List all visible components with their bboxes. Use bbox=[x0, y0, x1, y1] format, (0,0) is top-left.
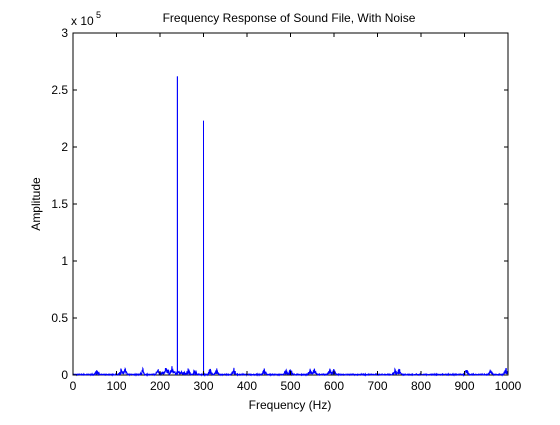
y-tick-label: 2 bbox=[61, 140, 68, 154]
x-tick-label: 900 bbox=[454, 379, 474, 393]
y-tick-label: 3 bbox=[61, 26, 68, 40]
y-tick-label: 2.5 bbox=[51, 83, 68, 97]
x-tick-label: 400 bbox=[237, 379, 257, 393]
chart-title: Frequency Response of Sound File, With N… bbox=[163, 11, 416, 25]
y-tick-label: 0.5 bbox=[51, 311, 68, 325]
x-tick-label: 300 bbox=[193, 379, 213, 393]
y-axis-exponent: x 10 5 bbox=[71, 10, 101, 28]
y-tick-label: 0 bbox=[61, 368, 68, 382]
x-tick-label: 0 bbox=[70, 379, 77, 393]
y-tick-label: 1.5 bbox=[51, 197, 68, 211]
x-tick-label: 100 bbox=[106, 379, 126, 393]
x-tick-label: 200 bbox=[150, 379, 170, 393]
x-tick-label: 600 bbox=[324, 379, 344, 393]
x-tick-label: 700 bbox=[367, 379, 387, 393]
x-tick-label: 800 bbox=[411, 379, 431, 393]
y-exponent-power: 5 bbox=[96, 10, 101, 20]
ticks: 0 100 200 300 400 500 600 700 800 900 1000 0 0.5 1 1.5… bbox=[51, 26, 521, 393]
x-tick-label: 500 bbox=[280, 379, 300, 393]
y-exponent-base: x 10 bbox=[71, 14, 94, 28]
y-tick-label: 1 bbox=[61, 254, 68, 268]
axes-frame bbox=[72, 32, 509, 376]
y-axis-label: Amplitude bbox=[29, 177, 43, 231]
x-axis-label: Frequency (Hz) bbox=[249, 398, 332, 412]
x-tick-label: 1000 bbox=[495, 379, 522, 393]
series-line bbox=[72, 76, 509, 377]
data-series bbox=[72, 76, 509, 377]
